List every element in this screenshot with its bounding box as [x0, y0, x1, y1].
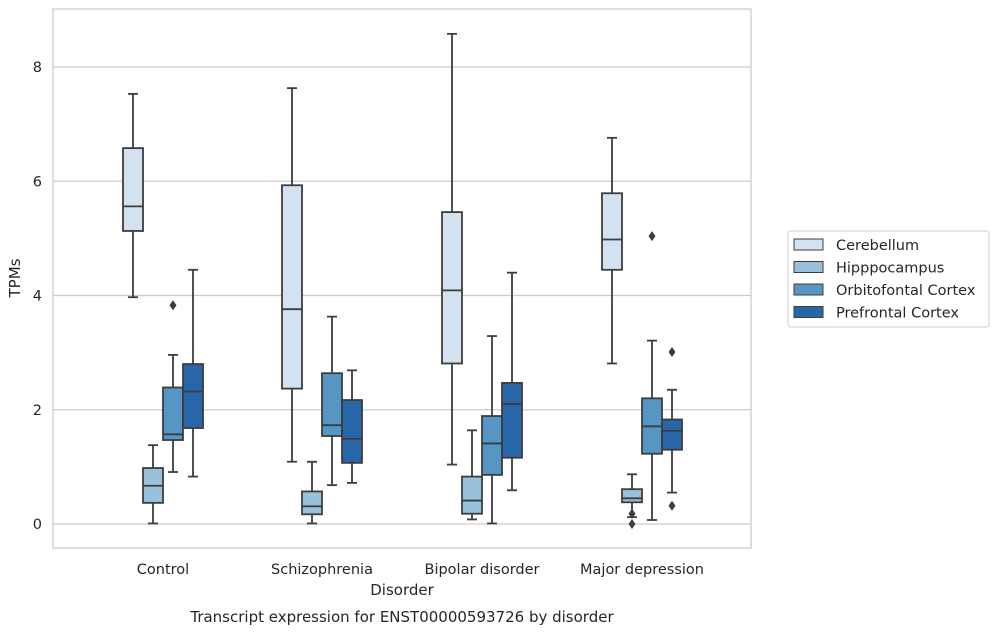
box-body — [301, 490, 323, 516]
legend-swatch — [793, 261, 824, 273]
y-tick-label: 8 — [33, 60, 42, 76]
box-body — [461, 475, 483, 515]
box-hipppocampus — [301, 460, 323, 525]
x-tick-label: Schizophrenia — [271, 562, 373, 578]
y-tick-label: 6 — [33, 174, 42, 190]
box-prefrontal-cortex — [341, 369, 363, 484]
legend-swatch — [793, 238, 824, 251]
box-body — [501, 382, 523, 459]
outlier-point — [628, 519, 636, 529]
chart-title: Transcript expression for ENST0000059372… — [189, 608, 614, 626]
outlier-point — [668, 500, 676, 511]
box-hipppocampus — [142, 444, 164, 525]
legend-frame — [787, 230, 990, 328]
box-cerebellum — [441, 32, 463, 466]
x-tick-labels: Control Schizophrenia Bipolar disorder Majo… — [137, 562, 704, 578]
box-prefrontal-cortex — [182, 268, 204, 478]
box-body — [661, 418, 683, 451]
box-body — [481, 415, 503, 476]
legend-label: Cerebellum — [836, 238, 919, 254]
y-tick-label: 0 — [33, 517, 42, 533]
box-orbitofontal-cortex — [162, 300, 184, 473]
box-orbitofontal-cortex — [641, 231, 663, 521]
outlier-point — [628, 508, 636, 519]
box-orbitofontal-cortex — [321, 315, 343, 487]
outlier-point — [169, 300, 177, 311]
outlier-point — [668, 347, 676, 358]
boxes — [122, 32, 683, 529]
legend-label: Orbitofontal Cortex — [836, 283, 976, 299]
box-cerebellum — [122, 92, 144, 299]
box-body — [601, 192, 623, 271]
plot-frame — [52, 8, 752, 549]
box-cerebellum — [601, 136, 623, 365]
y-axis-label: TPMs — [6, 258, 24, 298]
legend-swatch — [793, 283, 824, 296]
legend-label: Prefrontal Cortex — [836, 306, 959, 322]
grid-lines — [53, 66, 751, 525]
box-cerebellum — [281, 87, 303, 463]
box-hipppocampus — [621, 473, 643, 529]
box-prefrontal-cortex — [501, 271, 523, 492]
x-tick-label: Control — [137, 562, 189, 578]
y-tick-label: 2 — [33, 403, 42, 419]
x-tick-label: Bipolar disorder — [425, 562, 540, 578]
y-tick-labels: 0 2 4 6 8 — [33, 60, 42, 533]
box-body — [621, 488, 643, 504]
box-body — [122, 147, 144, 232]
legend-swatch — [793, 306, 824, 318]
box-hipppocampus — [461, 429, 483, 521]
box-body — [182, 363, 204, 429]
x-axis-label: Disorder — [370, 581, 434, 599]
x-tick-label: Major depression — [580, 562, 704, 578]
outlier-point — [648, 231, 656, 242]
box-body — [341, 399, 363, 464]
y-tick-label: 4 — [33, 289, 42, 305]
box-body — [162, 386, 184, 441]
legend: Cerebellum Hipppocampus Orbitofontal Corte… — [787, 230, 990, 328]
box-orbitofontal-cortex — [481, 335, 503, 525]
box-body — [441, 211, 463, 365]
legend-label: Hipppocampus — [836, 261, 944, 277]
box-prefrontal-cortex — [661, 347, 683, 511]
box-body — [321, 372, 343, 437]
box-body — [281, 184, 303, 390]
